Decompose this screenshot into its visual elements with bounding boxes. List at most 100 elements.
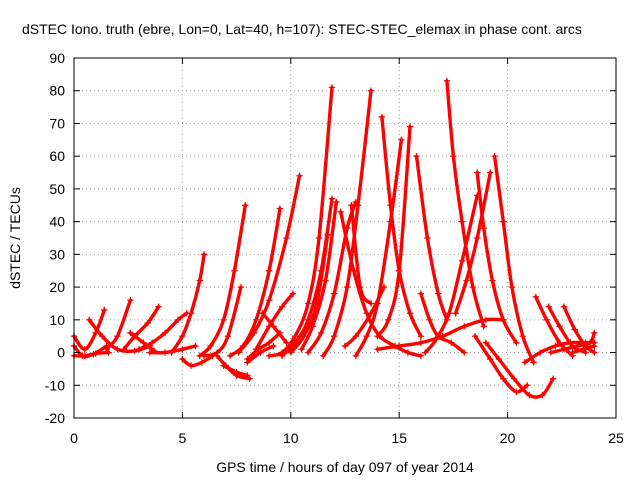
data-point [291,339,299,346]
data-point [278,352,286,360]
data-point [135,346,143,353]
data-point [495,355,503,363]
data-point [287,349,294,356]
data-point [549,375,557,382]
series-line [72,308,107,351]
y-tick-label: 10 [49,312,65,328]
data-point [300,332,308,340]
data-point [487,355,494,363]
series-arc [200,283,245,360]
data-point [452,310,459,317]
data-point [246,375,253,382]
data-point [168,349,175,356]
series-line [299,200,338,351]
data-point [148,339,156,346]
data-point [146,349,154,356]
data-point [480,224,487,232]
data-point [474,169,481,176]
data-point [270,323,277,330]
data-point [489,277,496,284]
data-point [406,310,414,317]
data-point [396,342,403,350]
series-arc [378,113,425,340]
data-point [330,290,338,297]
data-point [276,205,284,212]
series-arc [259,310,290,346]
data-point [179,355,186,363]
data-point [127,329,134,337]
data-point [330,332,338,340]
data-point [552,342,559,350]
data-point [114,346,121,353]
data-point [291,332,299,340]
data-point [398,136,405,144]
data-point [567,339,574,346]
series-line [414,154,449,322]
data-point [343,283,351,291]
data-point [98,332,106,340]
data-point [161,329,169,337]
data-point [571,326,579,333]
data-point [482,339,490,346]
series-arc [320,87,375,360]
data-point [461,323,468,330]
series-line [453,170,492,315]
data-point [320,352,327,360]
data-point [187,362,195,369]
series-line [492,154,536,365]
data-point [560,303,568,310]
series-arc [443,77,487,330]
x-tick-label: 25 [608,430,624,446]
series-arc [547,329,598,356]
series-arc [168,251,208,356]
data-point [259,310,266,317]
data-point [404,349,412,356]
data-point [179,346,186,353]
data-point [396,267,403,274]
data-point [140,339,147,346]
data-point [469,283,477,291]
series-line [245,331,282,361]
ticks: -20 -10 0 10 20 30 40 50 60 70 80 90 0 5 10 15 20 25 [45,50,624,446]
data-point [235,349,242,356]
data-point [500,218,507,225]
series-arc [304,198,360,356]
data-point [513,388,520,396]
data-point [591,329,598,337]
data-point [448,339,455,346]
series-arc [135,310,190,353]
data-point [252,346,260,353]
data-point [207,342,214,350]
data-point [413,152,420,160]
data-point [458,257,466,265]
plot-frame [73,57,617,419]
data-point [298,346,305,353]
data-point [556,323,563,330]
data-point [192,342,199,350]
series-line [254,291,295,351]
data-point [487,169,494,176]
data-point [265,352,273,360]
data-point [92,350,99,357]
data-point [385,316,392,324]
data-point [352,332,360,340]
data-point [543,316,550,324]
data-point [374,332,381,340]
data-point [560,346,568,353]
y-tick-label: 20 [49,279,65,295]
series-line [354,138,404,358]
series-arc [298,198,340,353]
data-point [244,359,251,366]
data-point [101,306,108,314]
data-point [586,339,594,346]
data-point [144,319,151,327]
series-line [289,233,330,355]
data-point [242,202,249,209]
series-arc [532,293,576,360]
data-point [491,152,498,160]
data-point [179,332,186,340]
data-point [81,352,89,360]
data-point [333,198,340,206]
data-point [233,368,240,376]
data-point [328,195,336,202]
